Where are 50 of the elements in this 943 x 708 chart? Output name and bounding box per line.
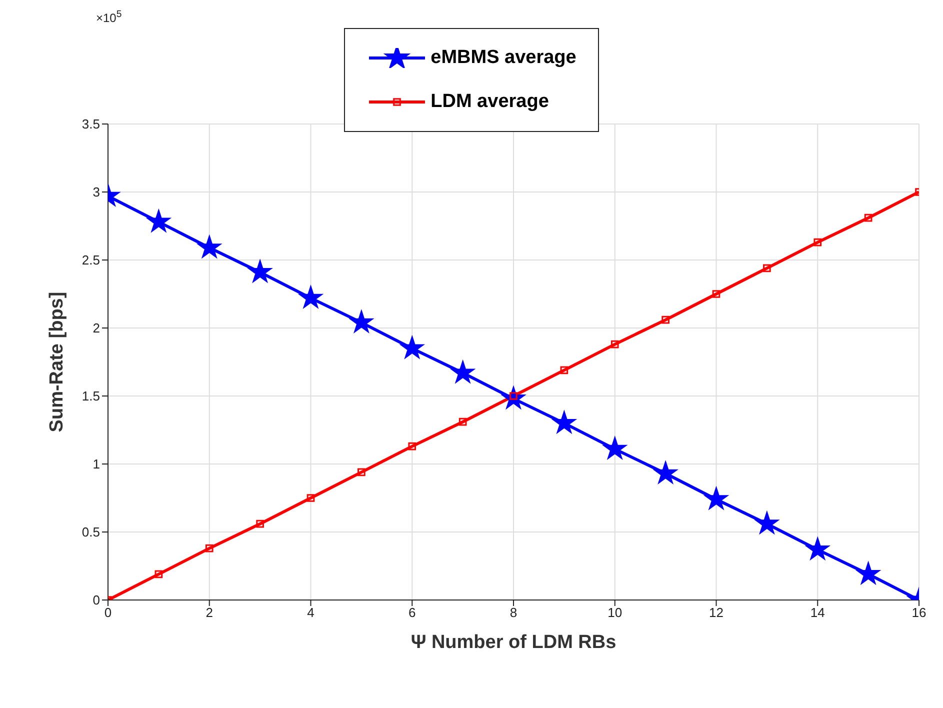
point: [450, 360, 475, 384]
y-tick-label: 1: [92, 456, 100, 472]
x-tick-label: 16: [912, 605, 926, 620]
x-tick-label: 14: [810, 605, 825, 620]
point: [298, 286, 323, 308]
x-tick-label: 6: [408, 605, 416, 620]
point: [560, 366, 568, 374]
point: [603, 436, 627, 460]
point: [146, 209, 171, 232]
point: [358, 468, 366, 476]
legend-label: LDM average: [430, 91, 549, 113]
point: [814, 238, 822, 246]
legend-label: eMBMS average: [430, 47, 576, 69]
point: [864, 214, 872, 222]
text: ×10$^{5}$: [96, 8, 122, 25]
point: [662, 316, 670, 324]
point: [654, 461, 678, 484]
x-tick-label: 4: [307, 605, 314, 620]
point: [806, 537, 830, 560]
point: [306, 494, 315, 502]
point: [763, 264, 771, 272]
point: [248, 260, 272, 282]
point: [610, 340, 619, 348]
y-tick-label: 0: [92, 592, 100, 608]
x-axis-title: Ψ Number of LDM RBs: [410, 632, 616, 653]
y-tick-label: 0.5: [82, 524, 100, 540]
point: [350, 310, 374, 333]
point: [256, 520, 264, 528]
y-tick-label: 3: [92, 184, 100, 200]
y-tick-label: 3.5: [82, 116, 100, 132]
y-tick-label: 2.5: [82, 252, 100, 268]
point: [154, 570, 163, 578]
x-tick-label: 0: [104, 605, 112, 620]
point: [458, 418, 467, 426]
x-tick-label: 12: [709, 605, 724, 620]
y-tick-label: 1.5: [82, 388, 100, 404]
point: [408, 442, 416, 450]
point: [856, 562, 880, 584]
x-tick-label: 8: [510, 605, 518, 620]
point: [755, 511, 779, 534]
point: [704, 486, 728, 510]
point: [205, 544, 214, 552]
point: [198, 235, 222, 258]
x-tick-label: 2: [206, 605, 213, 620]
x-tick-label: 10: [608, 605, 622, 620]
y-axis-title: Sum-Rate [bps]: [46, 292, 68, 432]
y-tick-label: 2: [92, 320, 100, 336]
point: [552, 410, 576, 434]
point: [400, 336, 424, 359]
point: [712, 290, 720, 298]
